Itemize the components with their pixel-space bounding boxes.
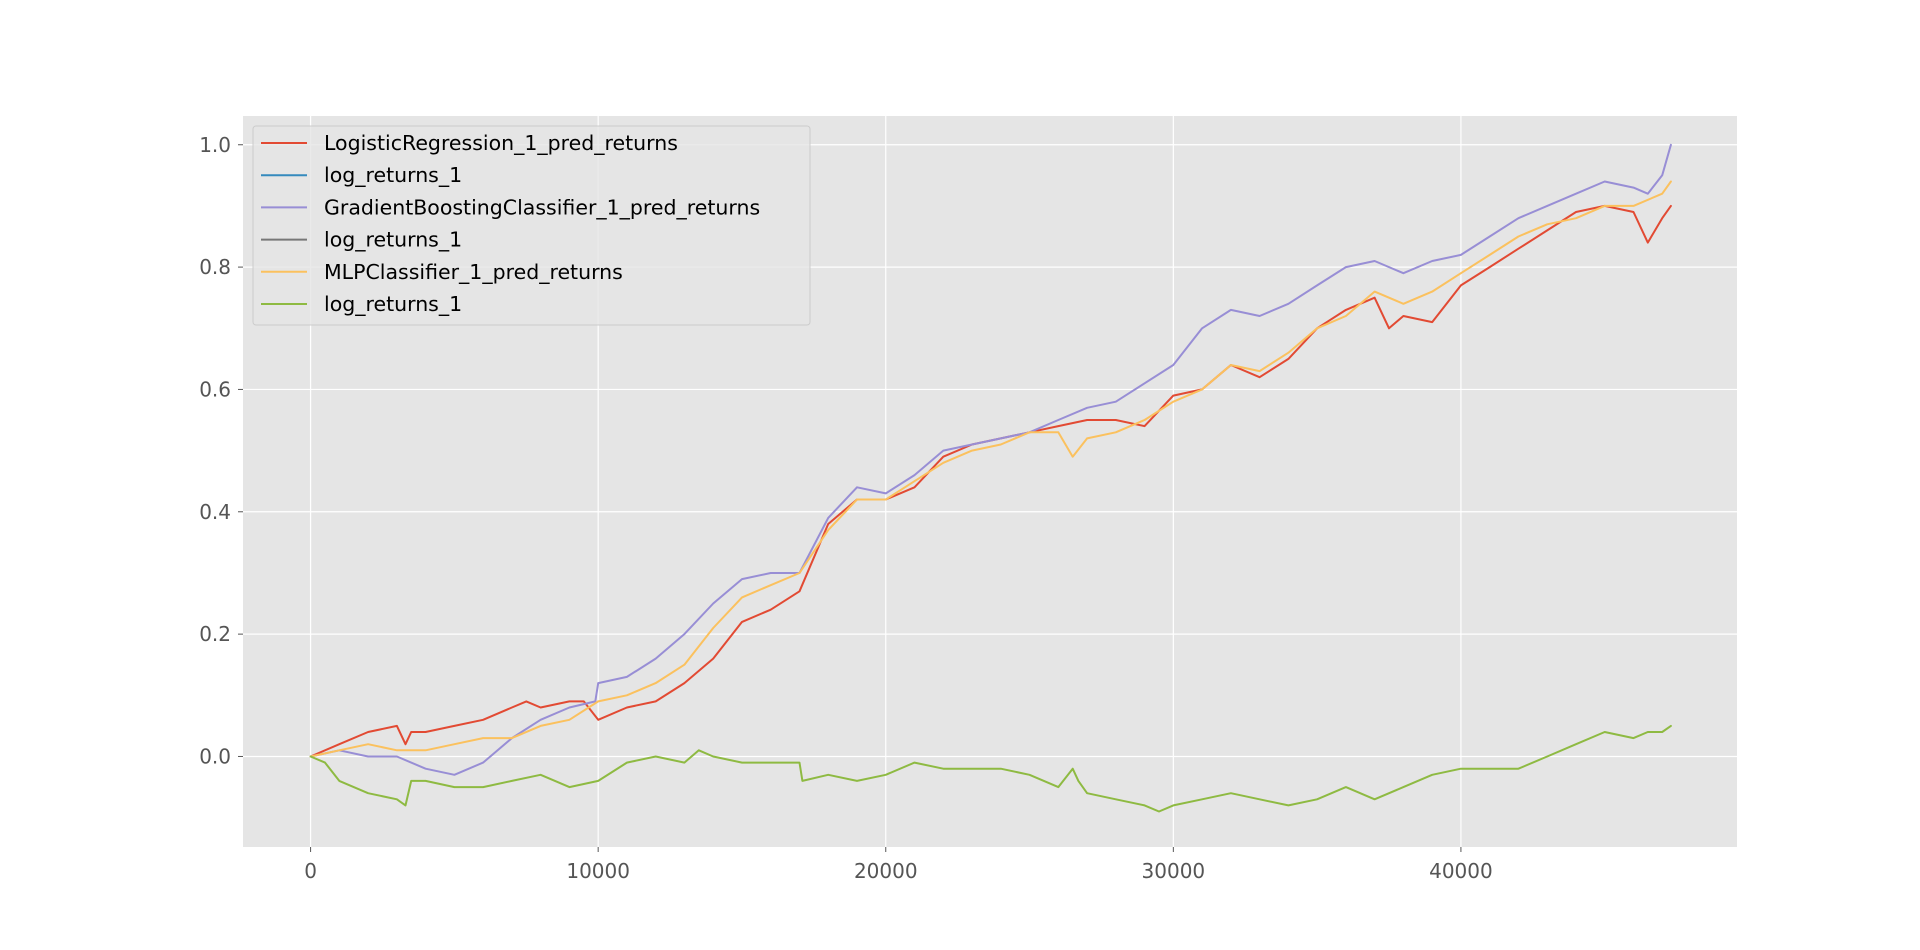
y-tick-label: 0.4 — [199, 500, 231, 524]
y-tick-label: 0.6 — [199, 377, 231, 401]
x-tick-label: 30000 — [1142, 859, 1206, 883]
legend-label: LogisticRegression_1_pred_returns — [324, 131, 678, 156]
legend-label: log_returns_1 — [324, 292, 462, 317]
legend-label: MLPClassifier_1_pred_returns — [324, 260, 623, 285]
y-tick-label: 0.2 — [199, 622, 231, 646]
series-lines — [309, 143, 1672, 813]
legend-label: GradientBoostingClassifier_1_pred_return… — [324, 195, 760, 220]
x-tick-label: 10000 — [566, 859, 630, 883]
x-tick-label: 40000 — [1429, 859, 1493, 883]
y-tick-label: 1.0 — [199, 133, 231, 157]
series-line-4 — [309, 180, 1672, 758]
legend-label: log_returns_1 — [324, 163, 462, 188]
y-tick-label: 0.0 — [199, 744, 231, 768]
x-tick-label: 20000 — [854, 859, 918, 883]
y-tick-label: 0.8 — [199, 255, 231, 279]
legend-label: log_returns_1 — [324, 228, 462, 253]
series-line-5 — [309, 724, 1672, 813]
x-tick-label: 0 — [304, 859, 317, 883]
legend: LogisticRegression_1_pred_returns log_ret… — [252, 125, 811, 326]
axis-ticks: 0 10000 20000 30000 40000 0.0 0.2 0.4 0.6 0.8 1.0 — [199, 133, 1493, 883]
legend-box — [252, 125, 811, 326]
series-line-2 — [309, 143, 1672, 776]
